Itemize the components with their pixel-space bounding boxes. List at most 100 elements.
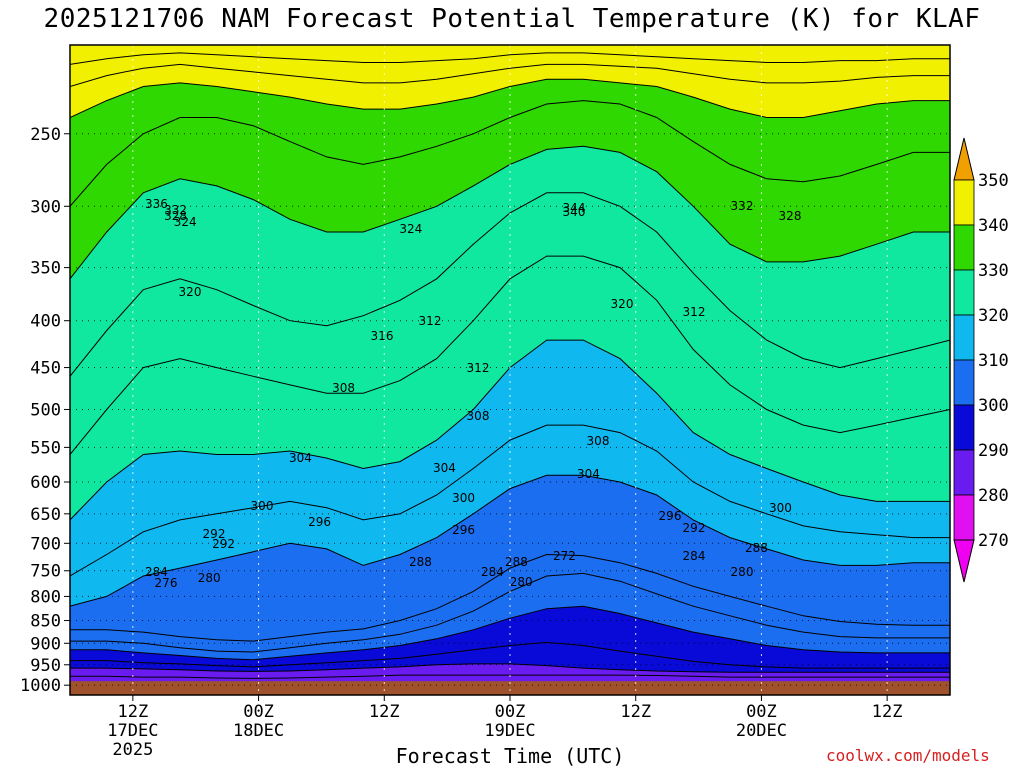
contour-label: 276 xyxy=(155,576,178,590)
contour-label: 288 xyxy=(505,555,528,569)
contour-label: 280 xyxy=(510,575,533,589)
contour-label: 292 xyxy=(212,537,235,551)
y-tick-label: 850 xyxy=(30,612,61,632)
colorbar-label: 280 xyxy=(978,486,1009,506)
contour-label: 320 xyxy=(611,297,634,311)
y-tick-label: 350 xyxy=(30,259,61,279)
contour-300 xyxy=(70,474,950,607)
y-tick-label: 800 xyxy=(30,587,61,607)
y-tick-label: 600 xyxy=(30,473,61,493)
y-axis: 2503003504004505005506006507007508008509… xyxy=(20,125,70,696)
contour-324 xyxy=(70,100,950,207)
colorbar-top-arrow xyxy=(953,137,975,181)
colorbar-label: 290 xyxy=(978,441,1009,461)
contour-label: 324 xyxy=(399,222,422,236)
colorbar-swatch xyxy=(953,404,975,451)
contour-label: 324 xyxy=(174,215,197,229)
contour-label: 280 xyxy=(731,565,754,579)
contour-label: 332 xyxy=(731,199,754,213)
colorbar-swatch xyxy=(953,449,975,496)
contour-label: 328 xyxy=(164,209,187,223)
colorbar-swatch xyxy=(953,269,975,316)
colorbar-label: 330 xyxy=(978,261,1009,281)
y-tick-label: 750 xyxy=(30,562,61,582)
colorbar-bottom-arrow xyxy=(953,539,975,583)
contour-label: 292 xyxy=(683,521,706,535)
contour-336 xyxy=(70,52,950,65)
x-tick-label: 00Z xyxy=(746,702,777,722)
terrain-layer xyxy=(70,681,950,695)
colorbar-label: 320 xyxy=(978,306,1009,326)
colorbar-swatch xyxy=(953,314,975,361)
contour-label: 288 xyxy=(409,555,432,569)
y-tick-label: 450 xyxy=(30,359,61,379)
contour-label: 304 xyxy=(433,461,456,475)
contour-label: 296 xyxy=(659,509,682,523)
x-tick-label: 20DEC xyxy=(736,721,787,741)
y-tick-label: 400 xyxy=(30,312,61,332)
y-tick-label: 1000 xyxy=(20,676,61,696)
x-tick-label: 18DEC xyxy=(233,721,284,741)
contour-label: 304 xyxy=(577,467,600,481)
contour-label: 284 xyxy=(145,565,168,579)
contour-label: 332 xyxy=(164,203,187,217)
x-tick-label: 12Z xyxy=(620,702,651,722)
y-tick-label: 700 xyxy=(30,534,61,554)
y-tick-label: 900 xyxy=(30,634,61,654)
contour-label: 300 xyxy=(769,501,792,515)
colorbar: 350 340 330 320 310 300 290 280 270 xyxy=(953,137,1009,583)
colorbar-swatch xyxy=(953,179,975,226)
contour-label: 300 xyxy=(251,499,274,513)
contour-label: 304 xyxy=(289,451,312,465)
x-tick-label: 00Z xyxy=(495,702,526,722)
contour-label: 340 xyxy=(563,205,586,219)
credit-text: coolwx.com/models xyxy=(826,746,990,765)
colorbar-label: 350 xyxy=(978,171,1009,191)
contour-label: 316 xyxy=(371,329,394,343)
theta-bands xyxy=(70,45,950,695)
contour-296 xyxy=(70,553,950,642)
x-tick-label: 12Z xyxy=(369,702,400,722)
x-axis-title: Forecast Time (UTC) xyxy=(395,744,625,768)
y-tick-label: 550 xyxy=(30,438,61,458)
contour-label: 292 xyxy=(203,527,226,541)
colorbar-swatch xyxy=(953,494,975,541)
colorbar-swatch xyxy=(953,359,975,406)
contour-312 xyxy=(70,255,950,455)
contour-label: 320 xyxy=(179,285,202,299)
contour-label: 308 xyxy=(332,381,355,395)
contour-328 xyxy=(70,78,950,118)
x-tick-label: 12Z xyxy=(117,702,148,722)
y-tick-label: 300 xyxy=(30,197,61,217)
x-tick-label: 00Z xyxy=(243,702,274,722)
terrain-fill xyxy=(70,681,950,695)
contour-label: 272 xyxy=(553,549,576,563)
colorbar-swatch xyxy=(953,224,975,271)
contour-label: 284 xyxy=(683,549,706,563)
contour-label: 308 xyxy=(467,409,490,423)
contour-316 xyxy=(70,192,950,377)
contour-label: 344 xyxy=(563,201,586,215)
colorbar-label: 270 xyxy=(978,531,1009,551)
contour-332 xyxy=(70,63,950,87)
x-tick-label: 2025 xyxy=(112,740,153,760)
contour-label: 328 xyxy=(779,209,802,223)
y-tick-label: 650 xyxy=(30,505,61,525)
contour-280 xyxy=(70,663,950,673)
colorbar-label: 310 xyxy=(978,351,1009,371)
contour-label: 312 xyxy=(467,361,490,375)
contour-288 xyxy=(70,605,950,661)
contour-label: 280 xyxy=(198,571,221,585)
contour-label: 300 xyxy=(452,491,475,505)
y-tick-label: 250 xyxy=(30,125,61,145)
contour-label: 308 xyxy=(587,434,610,448)
contour-label: 288 xyxy=(745,541,768,555)
x-tick-label: 17DEC xyxy=(107,721,158,741)
chart-title: 2025121706 NAM Forecast Potential Temper… xyxy=(43,4,981,34)
contour-label: 284 xyxy=(481,565,504,579)
contour-284 xyxy=(70,641,950,669)
colorbar-label: 300 xyxy=(978,396,1009,416)
